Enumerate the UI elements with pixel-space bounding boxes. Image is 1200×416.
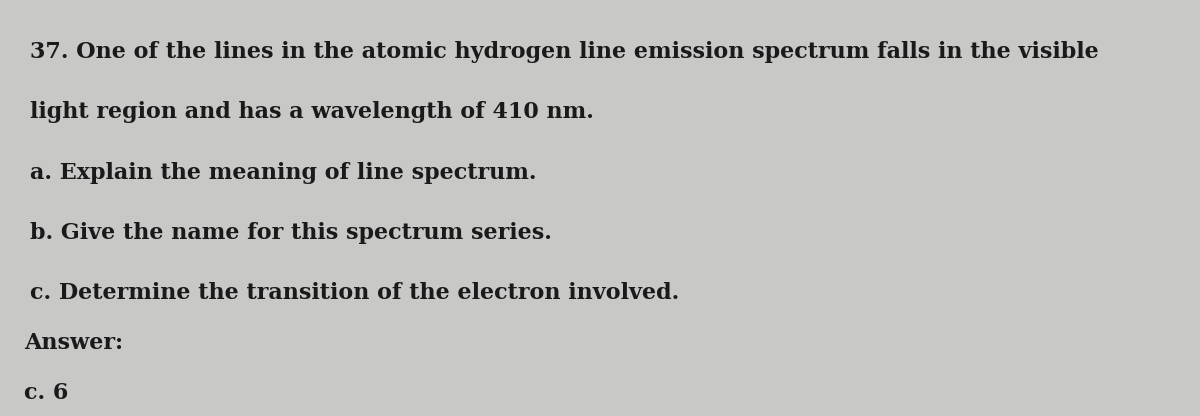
Text: c. 6: c. 6 [24,382,68,404]
Text: b. Give the name for this spectrum series.: b. Give the name for this spectrum serie… [30,222,552,244]
Text: Answer:: Answer: [24,332,124,354]
Text: light region and has a wavelength of 410 nm.: light region and has a wavelength of 410… [30,102,594,123]
Text: 37. One of the lines in the atomic hydrogen line emission spectrum falls in the : 37. One of the lines in the atomic hydro… [30,41,1099,63]
Text: c. Determine the transition of the electron involved.: c. Determine the transition of the elect… [30,282,679,304]
Text: a. Explain the meaning of line spectrum.: a. Explain the meaning of line spectrum. [30,162,536,183]
